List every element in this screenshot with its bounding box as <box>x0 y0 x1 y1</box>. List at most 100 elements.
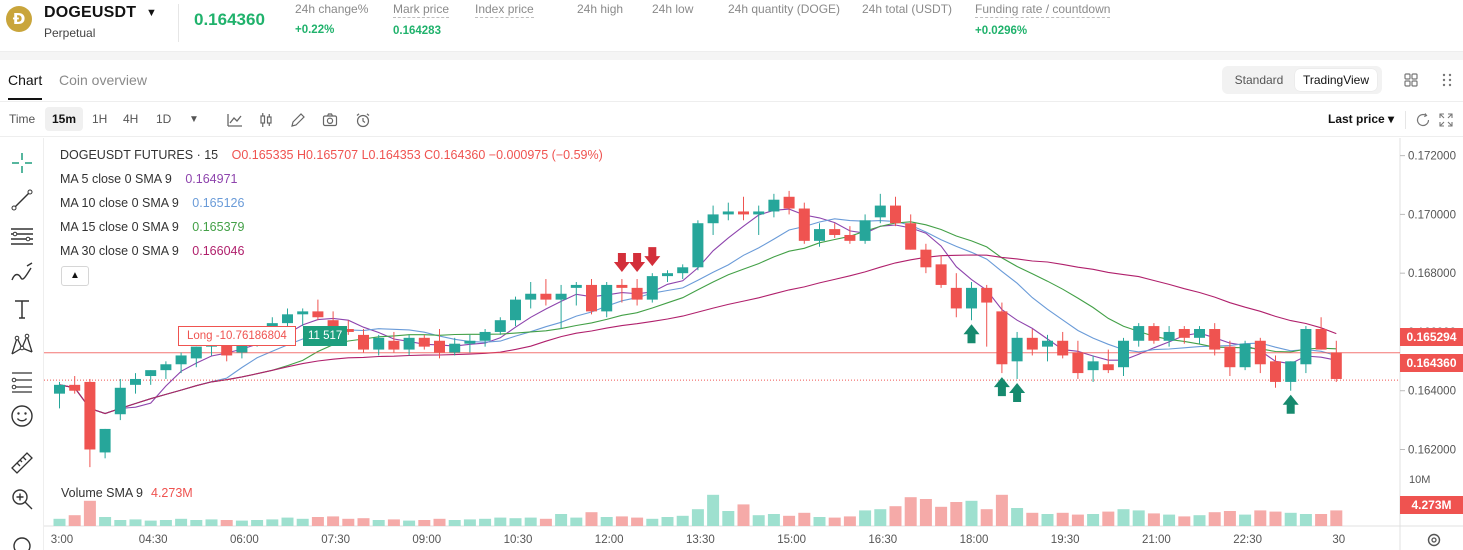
stat-label: Funding rate / countdown <box>975 2 1111 18</box>
position-line-label[interactable]: Long -10.76186804 <box>178 326 296 346</box>
symbol-dropdown-icon[interactable]: ▼ <box>146 7 157 19</box>
price-type-select[interactable]: Last price ▾ <box>1328 112 1395 126</box>
refresh-icon[interactable] <box>1415 112 1431 128</box>
x-tick-label: 09:00 <box>412 534 441 546</box>
zoom-in-icon[interactable] <box>9 486 35 512</box>
legend-ma-5[interactable]: MA 5 close 0 SMA 9 0.164971 <box>60 172 603 196</box>
volume-bar <box>327 516 340 526</box>
pattern-tool-icon[interactable] <box>9 332 35 358</box>
stat-mark-price[interactable]: Mark price 0.164283 <box>393 2 450 37</box>
timeframe-4h[interactable]: 4H <box>123 112 139 126</box>
tab-chart[interactable]: Chart <box>8 72 43 100</box>
volume-bar <box>737 504 750 526</box>
indicators-icon[interactable] <box>227 112 243 128</box>
legend-ohlc: O0.165335 H0.165707 L0.164353 C0.164360 … <box>231 148 603 162</box>
chart-settings-icon[interactable] <box>1426 532 1442 548</box>
x-tick-label: 19:30 <box>1051 534 1080 546</box>
sell-arrow-icon <box>629 253 646 273</box>
stat-index-price[interactable]: Index price <box>475 2 534 26</box>
timeframe-15m[interactable]: 15m <box>45 107 83 131</box>
volume-bar <box>1132 510 1145 526</box>
position-price-tag: 0.165294 <box>1400 328 1463 346</box>
view-standard-button[interactable]: Standard <box>1234 73 1284 87</box>
y-tick-label: 0.164000 <box>1408 386 1456 398</box>
candle-body <box>1254 340 1266 365</box>
crosshair-icon[interactable] <box>9 150 35 176</box>
candle-body <box>1118 340 1129 368</box>
stat-funding-rate[interactable]: Funding rate / countdown +0.0296% <box>975 2 1111 37</box>
brush-icon[interactable] <box>9 260 35 286</box>
price-chart[interactable]: 0.1720000.1700000.1680000.1660000.164000… <box>44 138 1463 550</box>
timeframe-dropdown-icon[interactable]: ▼ <box>189 114 199 125</box>
legend-collapse-button[interactable]: ▲ <box>61 266 89 286</box>
view-tradingview-button[interactable]: TradingView <box>1295 69 1377 91</box>
volume-scale-label: 10M <box>1409 474 1431 486</box>
stat-label: Index price <box>475 2 534 18</box>
drawing-tools-sidebar <box>0 138 44 550</box>
draw-pen-icon[interactable] <box>290 112 306 128</box>
alarm-clock-icon[interactable] <box>355 112 371 128</box>
candle-body <box>920 249 932 268</box>
stat-label: Mark price <box>393 2 450 18</box>
volume-bar <box>159 520 172 526</box>
volume-bar <box>1011 508 1024 526</box>
candle-body <box>84 381 96 450</box>
legend-ma-15[interactable]: MA 15 close 0 SMA 9 0.165379 <box>60 220 603 244</box>
position-quantity[interactable]: 11 517 <box>303 326 348 346</box>
stat-label: 24h low <box>652 2 694 16</box>
volume-bar <box>524 517 537 526</box>
fullscreen-icon[interactable] <box>1438 112 1454 128</box>
volume-bar <box>555 514 568 526</box>
last-price-tag: 0.164360 <box>1400 354 1463 372</box>
candle-body <box>160 364 172 371</box>
volume-bar <box>707 494 720 526</box>
trend-line-icon[interactable] <box>9 187 35 213</box>
volume-bar <box>479 518 492 526</box>
volume-bar <box>919 499 932 526</box>
volume-bar <box>114 520 127 526</box>
candle-body <box>525 293 537 300</box>
volume-value: 4.273M <box>151 486 193 500</box>
layout-grid-icon[interactable] <box>1404 73 1418 87</box>
fib-tool-icon[interactable] <box>9 368 35 394</box>
x-tick-label: 30 <box>1332 534 1345 546</box>
candle-body <box>479 331 491 341</box>
legend-ma-30[interactable]: MA 30 close 0 SMA 9 0.166046 <box>60 244 603 268</box>
candle-body <box>1285 361 1297 382</box>
volume-bar <box>1315 514 1328 526</box>
volume-bar <box>266 519 279 526</box>
candle-body <box>1315 329 1327 350</box>
volume-bar <box>1330 510 1343 526</box>
candle-body <box>418 337 430 347</box>
x-tick-label: 16:30 <box>868 534 897 546</box>
volume-bar <box>296 518 309 526</box>
volume-value-tag: 4.273M <box>1400 496 1463 514</box>
volume-bar <box>1147 513 1160 526</box>
candle-body <box>1300 329 1312 365</box>
magnet-icon[interactable] <box>9 533 35 550</box>
volume-bar <box>722 511 735 526</box>
ruler-icon[interactable] <box>9 450 35 476</box>
timeframe-1h[interactable]: 1H <box>92 112 108 126</box>
buy-arrow-icon <box>1282 394 1299 414</box>
volume-bar <box>342 518 355 526</box>
volume-bar <box>631 517 644 526</box>
more-options-icon[interactable] <box>1440 72 1454 88</box>
volume-bar <box>1208 512 1221 526</box>
candle-type-icon[interactable] <box>258 112 274 128</box>
symbol-name[interactable]: DOGEUSDT <box>44 4 137 21</box>
timeframe-1d[interactable]: 1D <box>156 112 172 126</box>
emoji-icon[interactable] <box>9 403 35 429</box>
tab-coin-overview[interactable]: Coin overview <box>59 72 147 88</box>
x-tick-label: 3:00 <box>51 534 73 546</box>
volume-bar <box>1223 511 1236 526</box>
text-tool-icon[interactable] <box>9 296 35 322</box>
volume-bar <box>357 518 370 526</box>
legend-ma-10[interactable]: MA 10 close 0 SMA 9 0.165126 <box>60 196 603 220</box>
camera-icon[interactable] <box>322 112 338 128</box>
candle-body <box>1042 340 1053 347</box>
volume-bar <box>767 514 780 526</box>
horizontal-lines-icon[interactable] <box>9 223 35 249</box>
y-tick-label: 0.170000 <box>1408 209 1456 221</box>
candle-body <box>1239 343 1251 368</box>
